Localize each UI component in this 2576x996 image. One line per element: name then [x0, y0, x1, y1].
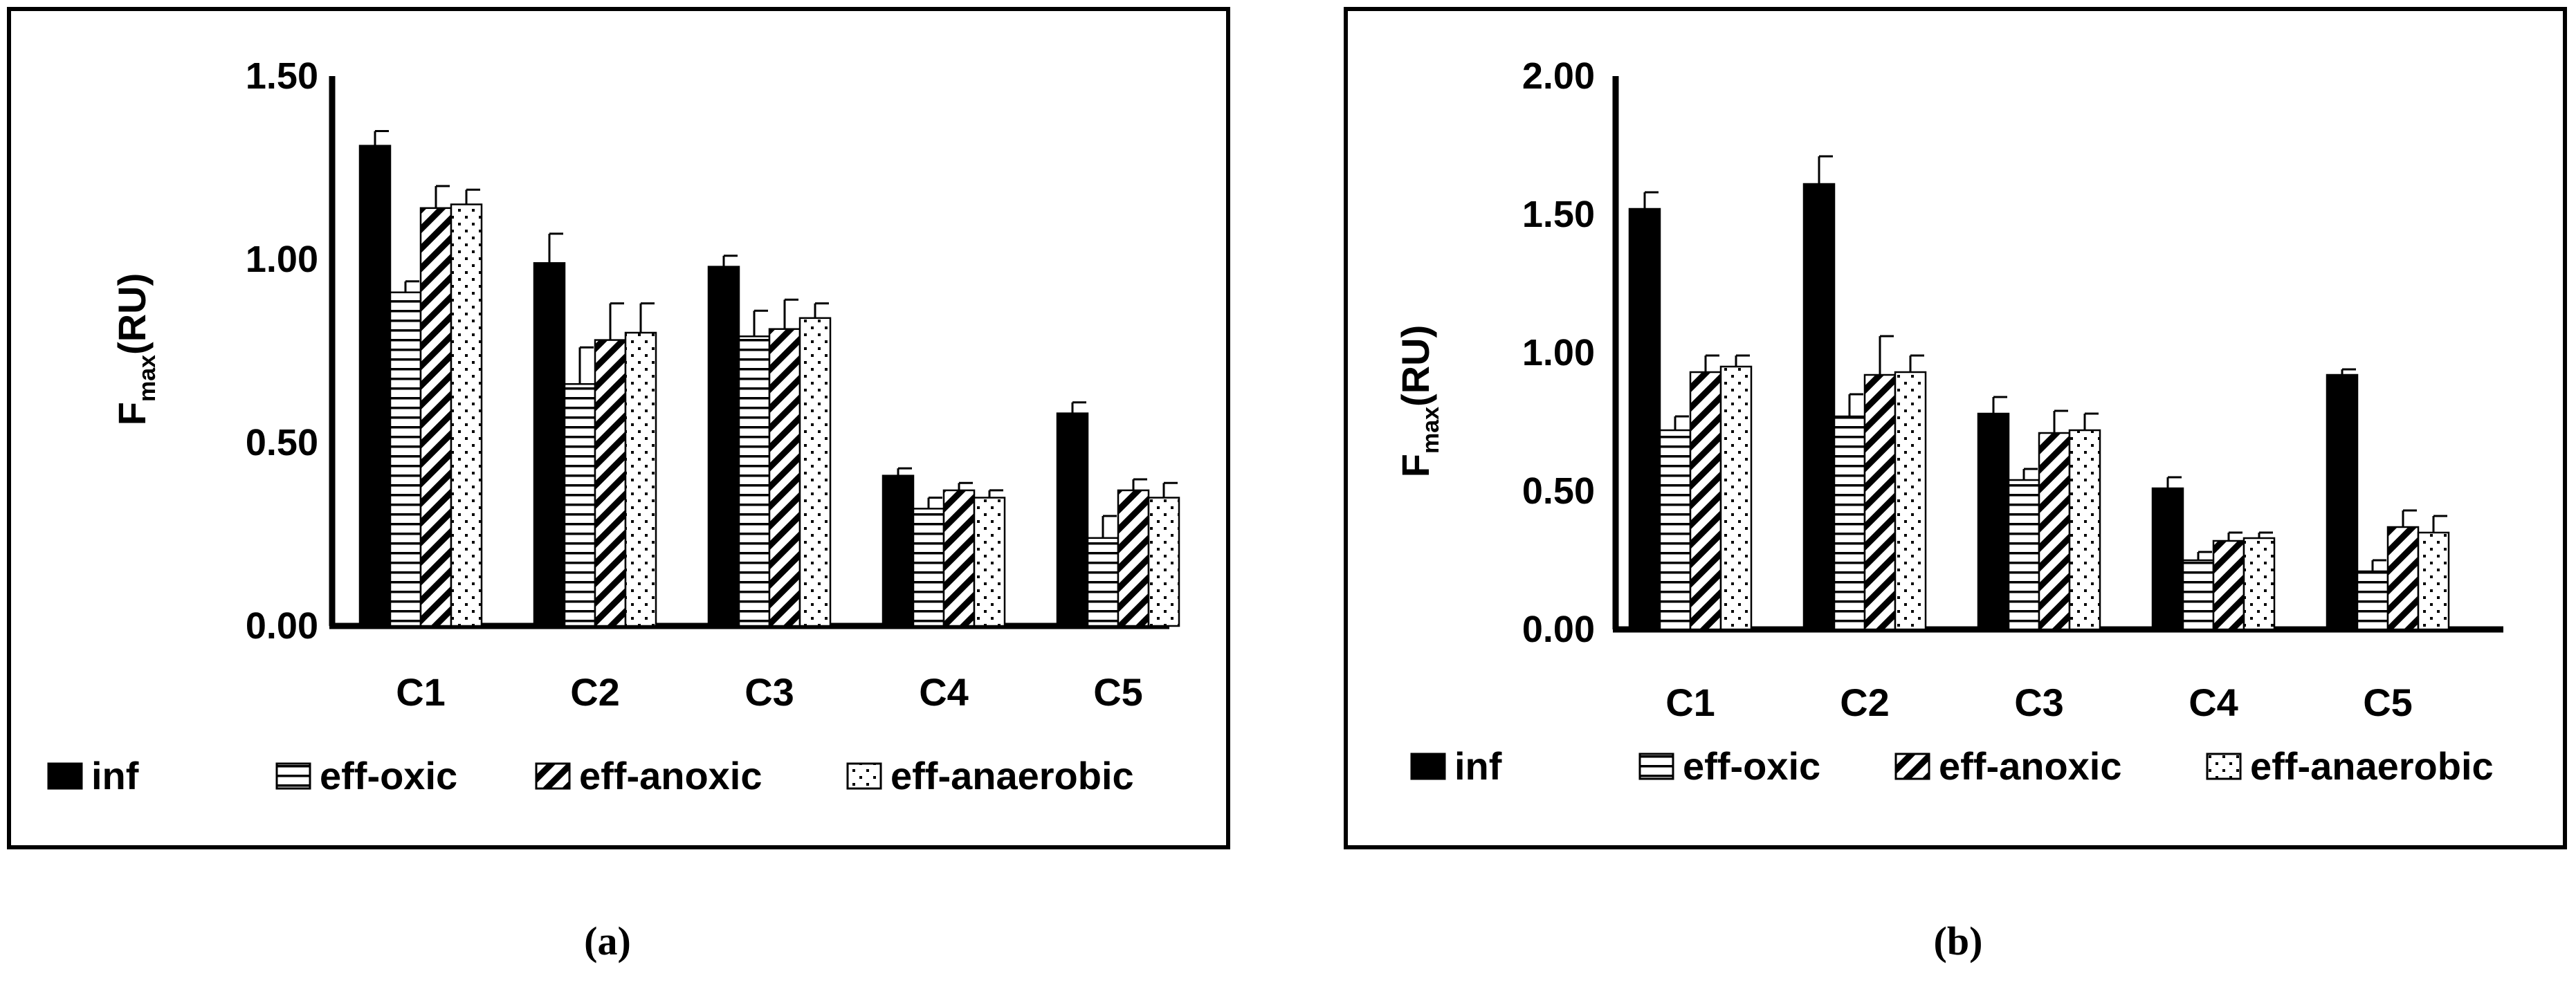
legend-swatch-eff-anoxic	[535, 762, 571, 790]
bar-eff-anaerobic-C5	[2417, 531, 2450, 631]
x-tick-label: C3	[2014, 681, 2064, 724]
legend-label-eff-anoxic: eff-anoxic	[1939, 744, 2122, 788]
x-tick-label: C1	[396, 670, 446, 714]
bar-inf-C1	[358, 145, 392, 627]
bar-eff-anaerobic-C3	[798, 317, 832, 627]
legend-label-eff-anaerobic: eff-anaerobic	[2250, 744, 2494, 788]
bar-eff-oxic-C2	[1833, 415, 1866, 631]
y-tick-label: 0.00	[1522, 609, 1595, 650]
bar-eff-oxic-C2	[563, 382, 596, 627]
bar-eff-oxic-C1	[1659, 429, 1692, 631]
x-tick-label: C5	[2363, 681, 2413, 724]
bar-eff-oxic-C1	[389, 291, 422, 627]
legend: inf eff-oxic eff-anoxic eff-anaerobic	[1410, 744, 2494, 788]
bar-eff-oxic-C3	[2007, 479, 2040, 631]
bar-eff-anoxic-C4	[942, 489, 976, 627]
bar-eff-anoxic-C5	[1117, 489, 1150, 627]
x-tick-label: C2	[570, 670, 620, 714]
bar-inf-C2	[1802, 183, 1836, 631]
chart-panel-b: 0.00 0.50 1.00 1.50 2.00 Fmax(RU) C1 C2 C3 C4 C5 in…	[1344, 7, 2567, 849]
bar-inf-C5	[2326, 374, 2359, 631]
legend-label-inf: inf	[91, 754, 139, 797]
x-tick-label: C3	[745, 670, 794, 714]
panel-caption: (a)	[584, 919, 631, 963]
y-tick-label: 0.50	[246, 422, 318, 463]
bar-inf-C3	[707, 266, 740, 627]
x-tick-label: C5	[1093, 670, 1143, 714]
bar-inf-C5	[1056, 412, 1089, 627]
bar-inf-C4	[2151, 487, 2184, 631]
bar-eff-anoxic-C2	[1863, 374, 1897, 631]
bar-eff-oxic-C3	[738, 335, 771, 627]
legend-label-eff-oxic: eff-oxic	[320, 754, 457, 797]
bar-eff-oxic-C4	[912, 508, 945, 627]
y-tick-label: 2.00	[1522, 55, 1595, 97]
y-tick-label: 1.00	[1522, 332, 1595, 374]
chart-frame	[1344, 7, 2567, 849]
bar-eff-anoxic-C1	[419, 207, 453, 627]
y-axis-label: Fmax(RU)	[110, 273, 161, 425]
bar-eff-anoxic-C1	[1689, 371, 1722, 631]
bar-eff-anaerobic-C4	[2242, 537, 2276, 631]
legend-label-eff-anaerobic: eff-anaerobic	[890, 754, 1134, 797]
bar-eff-anaerobic-C2	[1894, 371, 1927, 631]
bar-eff-anaerobic-C2	[624, 331, 657, 627]
x-tick-label: C1	[1665, 681, 1715, 724]
bar-eff-oxic-C4	[2182, 559, 2215, 631]
bar-eff-anoxic-C2	[594, 339, 627, 627]
legend-swatch-eff-oxic	[275, 762, 311, 790]
bar-eff-anaerobic-C4	[973, 497, 1006, 627]
bar-inf-C2	[533, 262, 566, 627]
bar-inf-C4	[881, 474, 915, 627]
bar-eff-anaerobic-C3	[2068, 429, 2101, 631]
bar-eff-oxic-C5	[1086, 537, 1120, 627]
bar-eff-anoxic-C5	[2386, 526, 2420, 631]
legend-swatch-inf	[1410, 753, 1446, 780]
legend-label-inf: inf	[1454, 744, 1502, 788]
legend-swatch-inf	[47, 762, 83, 790]
legend-swatch-eff-anaerobic	[2206, 753, 2242, 780]
y-tick-label: 1.50	[246, 55, 318, 97]
bar-eff-anoxic-C3	[768, 328, 801, 627]
bar-inf-C1	[1628, 208, 1661, 631]
legend-swatch-eff-anoxic	[1894, 753, 1930, 780]
legend-label-eff-anoxic: eff-anoxic	[579, 754, 762, 797]
panel-caption: (b)	[1934, 919, 1983, 963]
y-tick-label: 0.00	[246, 605, 318, 647]
bar-eff-anoxic-C4	[2212, 540, 2245, 631]
y-tick-label: 1.50	[1522, 194, 1595, 235]
legend-label-eff-oxic: eff-oxic	[1683, 744, 1820, 788]
bar-eff-anaerobic-C5	[1147, 497, 1180, 627]
legend: inf eff-oxic eff-anoxic eff-anaerobic	[47, 754, 1134, 797]
x-tick-label: C4	[2189, 681, 2238, 724]
y-axis-label: Fmax(RU)	[1394, 325, 1444, 477]
x-tick-label: C2	[1840, 681, 1890, 724]
bar-eff-oxic-C5	[2356, 570, 2389, 631]
chart-panel-a: 0.00 0.50 1.00 1.50 Fmax(RU) C1 C2 C3 C4 C5 inf eff…	[7, 7, 1230, 849]
chart-frame	[7, 7, 1230, 849]
legend-swatch-eff-anaerobic	[846, 762, 882, 790]
y-tick-label: 1.00	[246, 239, 318, 280]
bar-eff-anaerobic-C1	[450, 203, 483, 627]
legend-swatch-eff-oxic	[1638, 753, 1674, 780]
bar-eff-anoxic-C3	[2038, 432, 2071, 631]
bar-eff-anaerobic-C1	[1719, 365, 1753, 631]
bar-inf-C3	[1977, 412, 2010, 631]
y-tick-label: 0.50	[1522, 470, 1595, 512]
x-tick-label: C4	[919, 670, 969, 714]
